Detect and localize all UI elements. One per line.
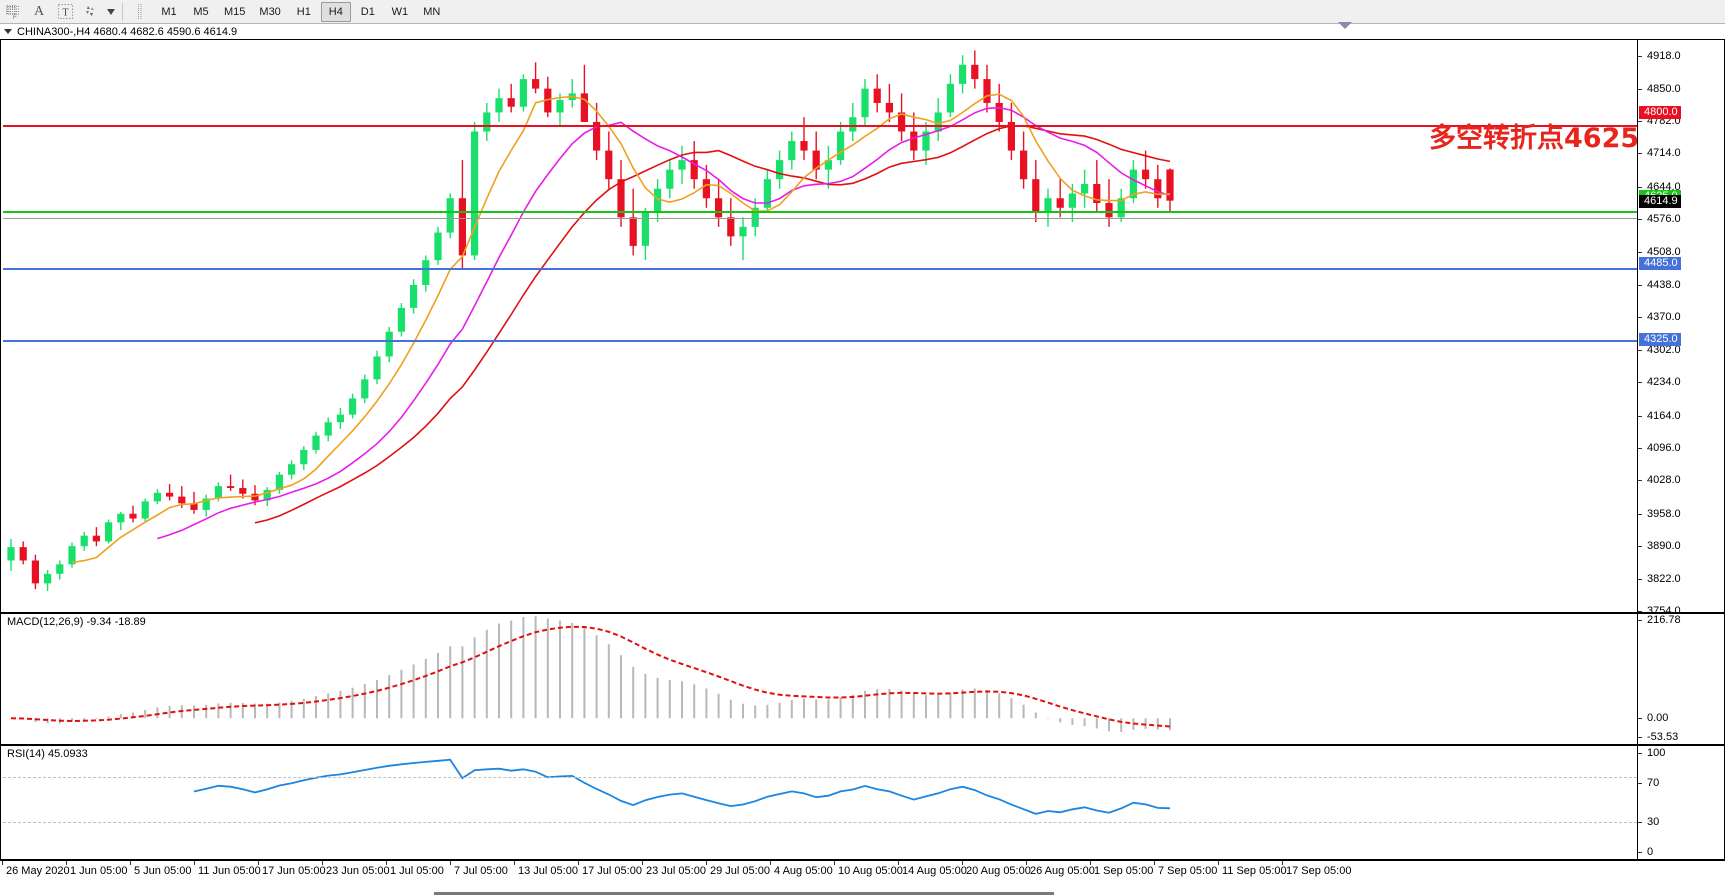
- svg-text:T: T: [62, 8, 68, 19]
- price-tick: 4234.0: [1638, 376, 1724, 389]
- timeframe-button-h4[interactable]: H4: [320, 1, 351, 22]
- rsi-plot-area[interactable]: [3, 746, 1637, 859]
- main-toolbar: F A T: [0, 0, 1725, 24]
- time-axis[interactable]: 26 May 2020 1 Jun 05:00 5 Jun 05:00 11 Jun …: [0, 860, 1725, 895]
- timeframe-button-group: M1 M5 M15 M30 H1 H4 D1 W1 MN: [153, 1, 448, 22]
- price-tick: 4096.0: [1638, 442, 1724, 455]
- macd-tick: 0.00: [1638, 712, 1724, 725]
- resistance-line: [3, 125, 1637, 127]
- chart-annotation-text: 多空转折点4625: [1429, 123, 1640, 154]
- macd-title: MACD(12,26,9) -9.34 -18.89: [7, 616, 146, 628]
- rsi-line-svg: [193, 758, 1171, 815]
- text-label-icon[interactable]: T: [52, 1, 78, 23]
- time-axis-label: 4 Aug 05:00: [770, 861, 833, 877]
- rsi-tick: 30: [1638, 816, 1724, 829]
- price-tick: 4438.0: [1638, 279, 1724, 292]
- drag-handle-icon[interactable]: [127, 1, 153, 23]
- scroll-position-marker[interactable]: [1338, 22, 1352, 29]
- time-axis-label: 1 Sep 05:00: [1089, 861, 1154, 877]
- price-tick: 4714.0: [1638, 147, 1724, 160]
- time-axis-label: 17 Jul 05:00: [578, 861, 642, 877]
- price-tick: 4028.0: [1638, 474, 1724, 487]
- pivot-line: [3, 211, 1637, 213]
- time-axis-label: 29 Jul 05:00: [706, 861, 770, 877]
- support-level-2-label[interactable]: 4325.0: [1639, 332, 1681, 346]
- support-line-2: [3, 340, 1637, 342]
- rsi-overbought-gridline: [3, 777, 1637, 778]
- support-line-1: [3, 268, 1637, 270]
- time-axis-label: 26 May 2020: [2, 861, 70, 877]
- rsi-pane: RSI(14) 45.0933 100 70 30 0: [0, 745, 1725, 860]
- timeframe-button-h1[interactable]: H1: [296, 5, 311, 18]
- time-axis-label: 1 Jul 05:00: [386, 861, 444, 877]
- timeframe-button-m1[interactable]: M1: [161, 5, 177, 18]
- horizontal-scrollbar[interactable]: [0, 892, 1725, 895]
- rsi-oversold-gridline: [3, 822, 1637, 823]
- svg-text:F: F: [13, 15, 17, 19]
- price-tick: 3754.0: [1638, 605, 1724, 612]
- time-axis-label: 11 Jun 05:00: [194, 861, 261, 877]
- support-level-1-label[interactable]: 4485.0: [1639, 256, 1681, 270]
- time-axis-label: 17 Sep 05:00: [1281, 861, 1352, 877]
- resistance-level-label[interactable]: 4800.0: [1639, 106, 1681, 120]
- symbol-info-bar: CHINA300-,H4 4680.4 4682.6 4590.6 4614.9: [0, 24, 1725, 40]
- text-tool-icon[interactable]: A: [33, 3, 45, 19]
- price-tick: 4918.0: [1638, 50, 1724, 63]
- symbol-ohlc-text: CHINA300-,H4 4680.4 4682.6 4590.6 4614.9: [17, 25, 238, 38]
- rsi-tick: 0: [1638, 846, 1724, 859]
- timeframe-button-m15[interactable]: M15: [224, 5, 246, 18]
- rsi-axis[interactable]: 100 70 30 0: [1637, 746, 1724, 859]
- macd-plot-area[interactable]: [3, 614, 1637, 744]
- timeframe-button-d1[interactable]: D1: [360, 5, 375, 18]
- timeframe-button-mn[interactable]: MN: [423, 5, 441, 18]
- crosshair-icon[interactable]: F: [0, 1, 26, 23]
- rsi-tick: 100: [1638, 747, 1724, 760]
- time-axis-label: 13 Jul 05:00: [514, 861, 578, 877]
- timeframe-button-m5[interactable]: M5: [193, 5, 209, 18]
- time-axis-label: 23 Jun 05:00: [322, 861, 390, 877]
- macd-pane: MACD(12,26,9) -9.34 -18.89 216.78 0.00 -53…: [0, 613, 1725, 745]
- price-tick: 4302.0: [1638, 344, 1724, 357]
- price-axis[interactable]: 4918.0 4850.0 4782.0 4714.0 4644.0 4576.0 4508…: [1637, 40, 1724, 612]
- time-axis-label: 7 Jul 05:00: [450, 861, 508, 877]
- timeframe-button-m30[interactable]: M30: [259, 5, 281, 18]
- macd-axis[interactable]: 216.78 0.00 -53.53: [1637, 614, 1724, 744]
- time-axis-label: 11 Sep 05:00: [1218, 861, 1287, 877]
- price-chart-pane: 多空转折点4625 4918.0 4850.0 4782.0 4714.0 4644.0…: [0, 40, 1725, 613]
- time-axis-label: 23 Jul 05:00: [642, 861, 706, 877]
- time-axis-label: 1 Jun 05:00: [66, 861, 128, 877]
- rsi-title: RSI(14) 45.0933: [7, 748, 88, 760]
- time-axis-label: 17 Jun 05:00: [258, 861, 326, 877]
- macd-tick: 216.78: [1638, 614, 1724, 627]
- timeframe-button-w1[interactable]: W1: [391, 5, 409, 18]
- time-axis-label: 26 Aug 05:00: [1026, 861, 1095, 877]
- chevron-down-icon[interactable]: [4, 29, 12, 34]
- current-price-line: [3, 218, 1637, 219]
- time-axis-label: 5 Jun 05:00: [130, 861, 192, 877]
- time-axis-label: 14 Aug 05:00: [898, 861, 967, 877]
- price-tick: 4164.0: [1638, 410, 1724, 423]
- time-axis-label: 20 Aug 05:00: [962, 861, 1031, 877]
- shapes-icon[interactable]: [78, 1, 104, 23]
- price-tick: 4644.0: [1638, 181, 1724, 194]
- macd-histogram-svg: [10, 616, 1171, 732]
- current-price-label[interactable]: 4614.9: [1639, 194, 1681, 208]
- price-tick: 3958.0: [1638, 508, 1724, 521]
- toolbar-divider: [122, 2, 123, 21]
- rsi-tick: 70: [1638, 777, 1724, 790]
- time-axis-label: 10 Aug 05:00: [834, 861, 903, 877]
- price-tick: 4370.0: [1638, 311, 1724, 324]
- macd-tick: -53.53: [1638, 731, 1724, 744]
- price-tick: 4850.0: [1638, 83, 1724, 96]
- time-axis-label: 7 Sep 05:00: [1153, 861, 1218, 877]
- price-plot-area[interactable]: [3, 40, 1637, 612]
- dropdown-arrow-icon[interactable]: [104, 1, 118, 23]
- price-tick: 3822.0: [1638, 573, 1724, 586]
- price-tick: 3890.0: [1638, 540, 1724, 553]
- price-tick: 4508.0: [1638, 246, 1724, 259]
- price-tick: 4576.0: [1638, 213, 1724, 226]
